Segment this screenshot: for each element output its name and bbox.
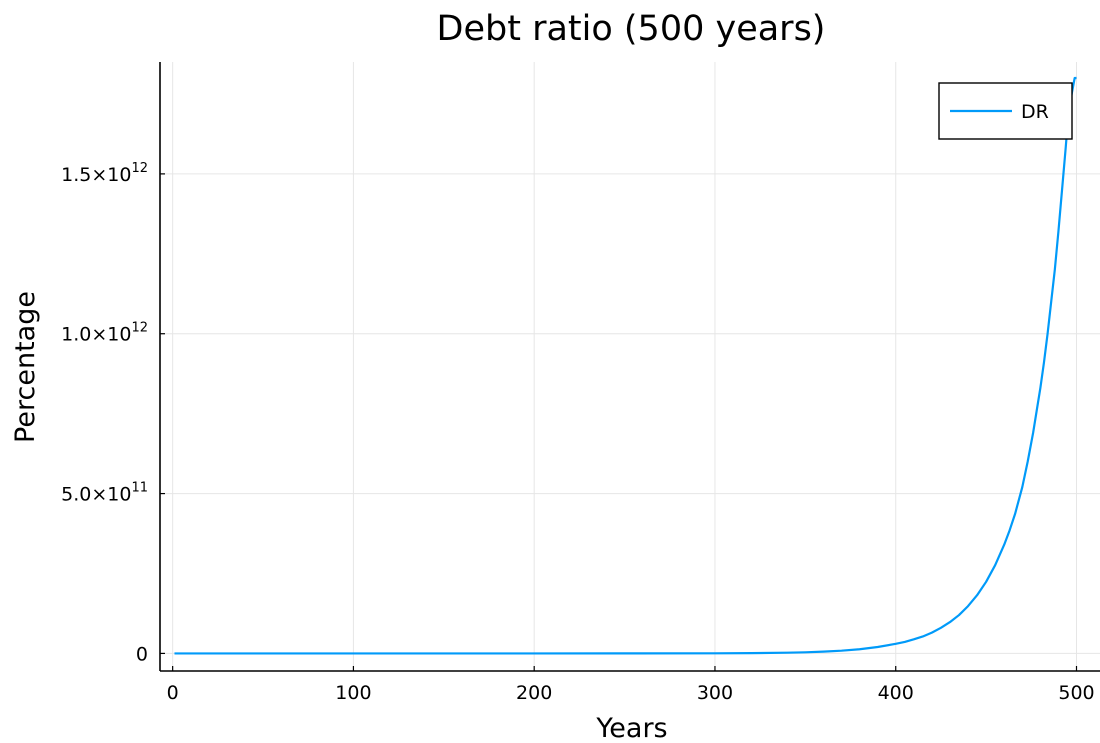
chart-title: Debt ratio (500 years)	[437, 9, 826, 49]
y-tick-label: 5.0×1011	[61, 481, 148, 506]
x-tick-label: 400	[878, 682, 914, 704]
x-tick-label: 300	[697, 682, 733, 704]
x-tick-label: 500	[1058, 682, 1094, 704]
x-tick-label: 200	[516, 682, 552, 704]
series-line-dr	[174, 76, 1077, 655]
y-axis-ticks: 0 5.0×1011 1.0×1012 1.5×1012	[61, 161, 165, 665]
y-tick-label: 0	[136, 643, 148, 665]
x-axis-label: Years	[595, 713, 667, 743]
y-axis-label: Percentage	[10, 291, 41, 443]
series-lines	[174, 76, 1077, 655]
x-axis-ticks: 0 100 200 300 400 500	[167, 666, 1095, 704]
x-tick-label: 0	[167, 682, 179, 704]
legend: DR	[938, 82, 1073, 140]
y-tick-label: 1.5×1012	[61, 161, 148, 186]
axes	[159, 62, 1100, 672]
grid-lines	[160, 62, 1100, 671]
x-tick-label: 100	[335, 682, 371, 704]
y-tick-label: 1.0×1012	[61, 321, 148, 346]
legend-label-dr: DR	[1021, 101, 1049, 123]
